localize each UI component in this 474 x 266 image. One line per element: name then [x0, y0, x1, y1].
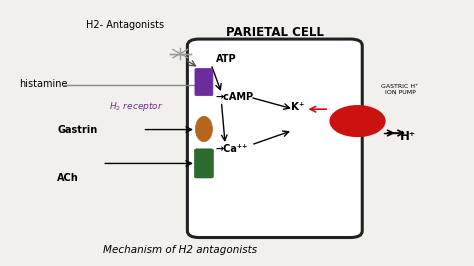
- FancyBboxPatch shape: [195, 68, 213, 96]
- Text: →cAMP: →cAMP: [216, 92, 254, 102]
- Text: →Ca⁺⁺: →Ca⁺⁺: [216, 144, 248, 154]
- Text: K⁺: K⁺: [292, 102, 305, 111]
- Text: Mechanism of H2 antagonists: Mechanism of H2 antagonists: [103, 245, 257, 255]
- Text: Gastrin: Gastrin: [57, 125, 98, 135]
- Text: H⁺: H⁺: [400, 130, 416, 143]
- FancyBboxPatch shape: [194, 149, 213, 178]
- Text: PARIETAL CELL: PARIETAL CELL: [226, 26, 324, 39]
- FancyBboxPatch shape: [187, 39, 362, 238]
- Text: ATP: ATP: [216, 54, 237, 64]
- Circle shape: [330, 106, 385, 136]
- Text: histamine: histamine: [19, 79, 68, 89]
- Text: $H_2$ receptor: $H_2$ receptor: [109, 100, 164, 113]
- Text: H2- Antagonists: H2- Antagonists: [86, 19, 164, 30]
- Ellipse shape: [195, 116, 212, 142]
- Text: GASTRIC H⁺
ION PUMP: GASTRIC H⁺ ION PUMP: [382, 84, 419, 95]
- Text: ACh: ACh: [57, 173, 79, 183]
